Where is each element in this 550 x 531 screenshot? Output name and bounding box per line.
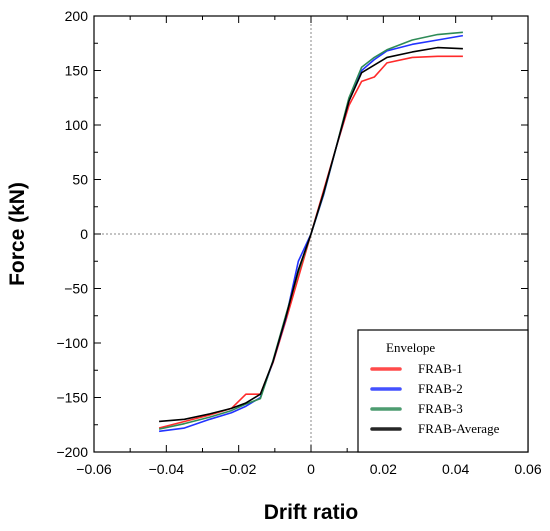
y-tick-label: 150: [65, 63, 89, 79]
legend-items: FRAB-1 FRAB-2 FRAB-3 FRAB-Average: [370, 361, 500, 436]
y-tick-label: −100: [56, 335, 88, 351]
legend-title: Envelope: [386, 340, 435, 355]
x-tick-label: −0.02: [221, 461, 257, 477]
x-tick-label: 0.02: [370, 461, 397, 477]
x-tick-label: 0: [307, 461, 315, 477]
x-tick-label: −0.04: [149, 461, 185, 477]
legend: Envelope FRAB-1 FRAB-2 FRAB-3 FRAB-Average: [357, 329, 529, 453]
y-tick-label: 0: [80, 226, 88, 242]
y-tick-label: −200: [56, 444, 88, 460]
y-tick-label: 200: [65, 8, 89, 24]
x-tick-label: 0.06: [514, 461, 541, 477]
y-axis-title: Force (kN): [6, 182, 29, 286]
y-tick-label: 50: [72, 172, 88, 188]
legend-label-frab-1: FRAB-1: [418, 361, 463, 376]
y-tick-label: −50: [64, 281, 88, 297]
x-axis-title: Drift ratio: [264, 501, 359, 524]
x-tick-label: 0.04: [442, 461, 469, 477]
legend-label-frab-average: FRAB-Average: [418, 421, 500, 436]
legend-label-frab-2: FRAB-2: [418, 381, 463, 396]
x-tick-label: −0.06: [76, 461, 112, 477]
y-tick-label: 100: [65, 117, 89, 133]
y-tick-label: −150: [56, 390, 88, 406]
series-lines: [158, 31, 464, 433]
series-line-frab-average: [159, 46, 463, 423]
legend-box: [357, 329, 529, 453]
axis-tick-labels: −0.06 −0.04 −0.02 0 0.02 0.04 0.06 200 150 100 50 0…: [56, 8, 541, 477]
legend-label-frab-3: FRAB-3: [418, 401, 463, 416]
